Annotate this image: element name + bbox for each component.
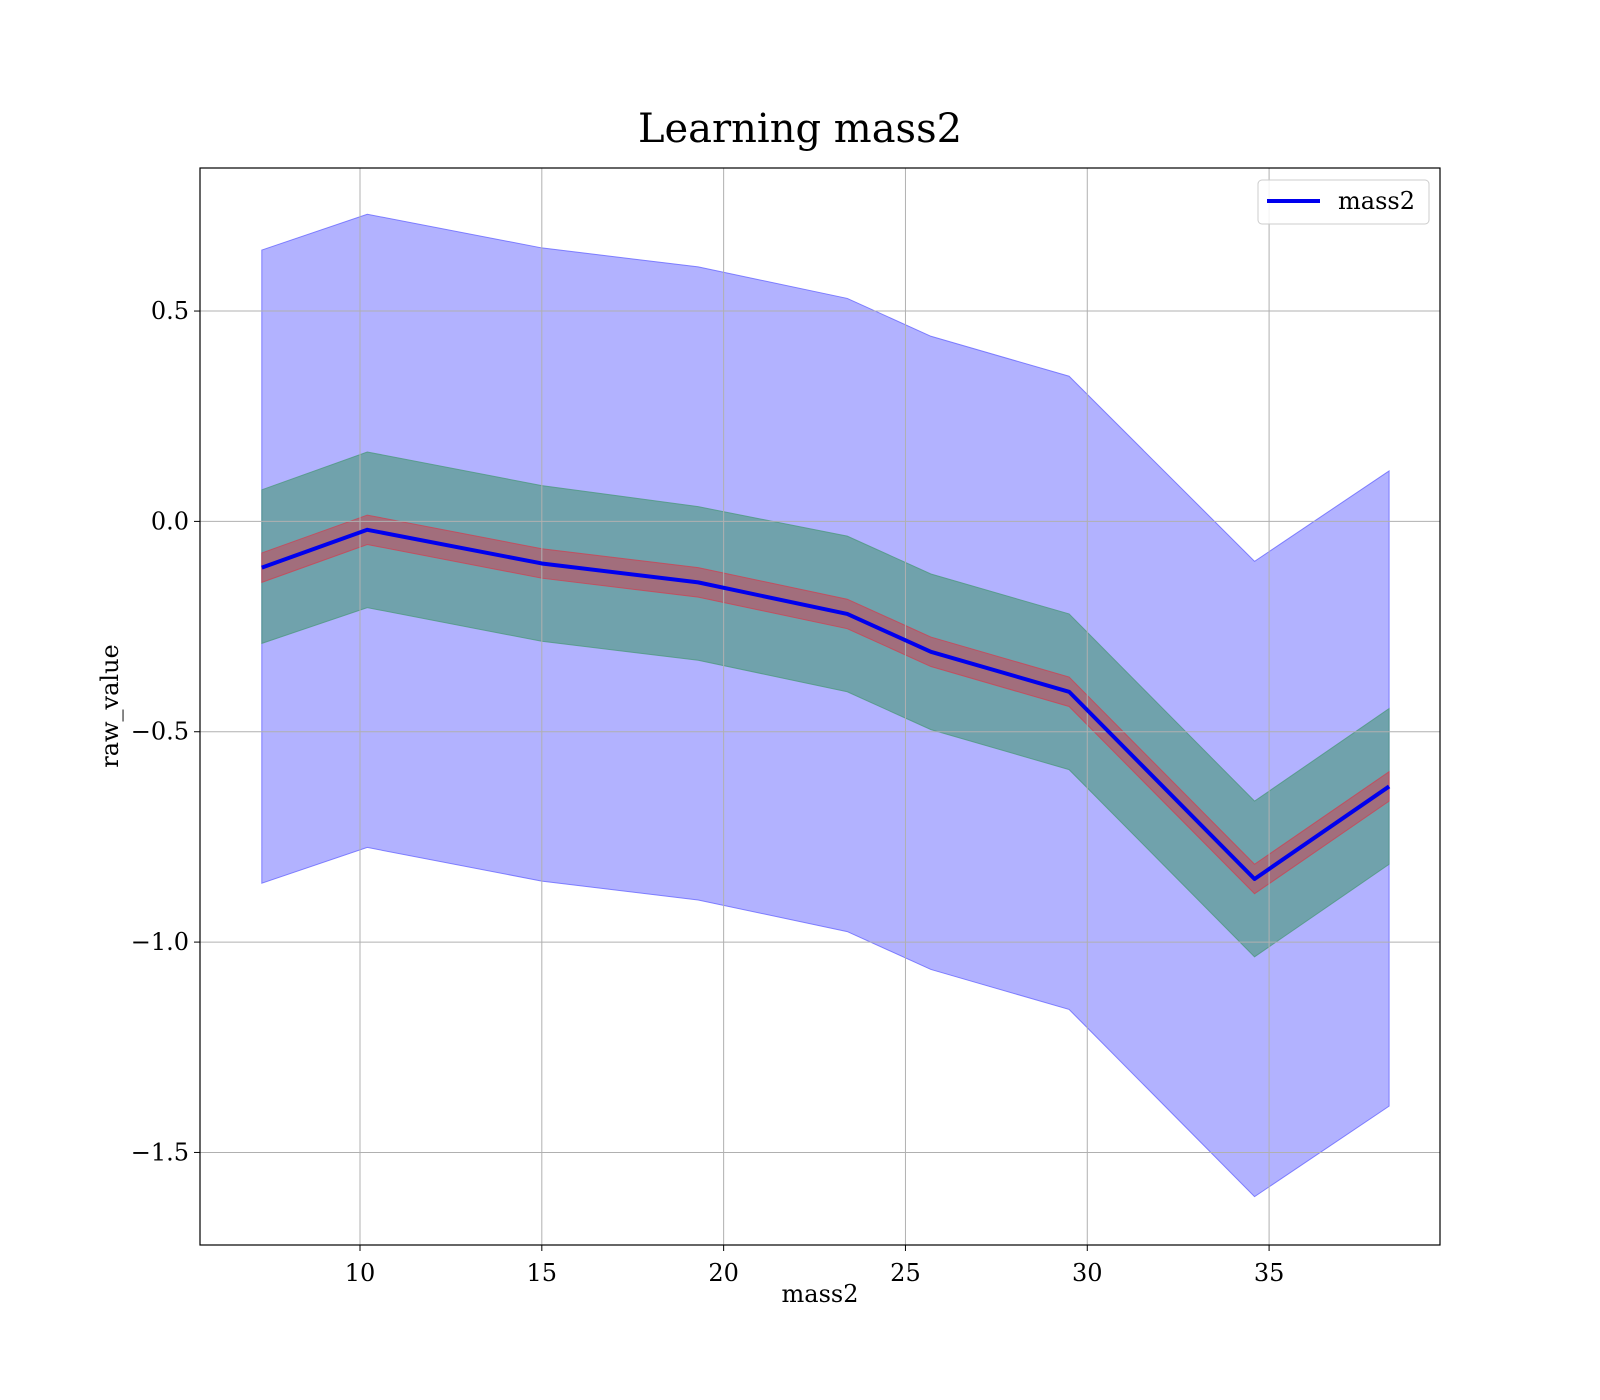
x-tick-label-0: 10 [345,1259,376,1287]
legend-label: mass2 [1338,187,1415,215]
y-tick-label-4: −1.5 [131,1138,189,1166]
x-tick-label-1: 15 [527,1259,558,1287]
legend: mass2 [1257,179,1430,225]
series-lines [261,527,1391,881]
x-tick-label-4: 30 [1072,1259,1103,1287]
y-axis-ticks: 0.5 0.0 −0.5 −1.0 −1.5 [131,297,200,1166]
series-line-0 [261,527,1391,881]
x-tick-label-5: 35 [1254,1259,1285,1287]
x-tick-label-2: 20 [708,1259,739,1287]
y-axis-label: raw_value [96,644,124,768]
x-axis-label: mass2 [782,1280,859,1308]
chart-title: Learning mass2 [638,106,962,152]
x-axis-ticks: 10 15 20 25 30 35 [345,1245,1285,1287]
y-tick-label-2: −0.5 [131,718,189,746]
x-tick-label-3: 25 [890,1259,921,1287]
legend-box [1257,179,1430,225]
band-0 [261,213,1390,1198]
grid-lines [200,168,1440,1245]
confidence-bands [261,213,1390,1198]
plot-frame [199,167,1441,1246]
y-tick-label-1: 0.0 [151,507,189,535]
y-tick-label-0: 0.5 [151,297,189,325]
y-tick-label-3: −1.0 [131,928,189,956]
